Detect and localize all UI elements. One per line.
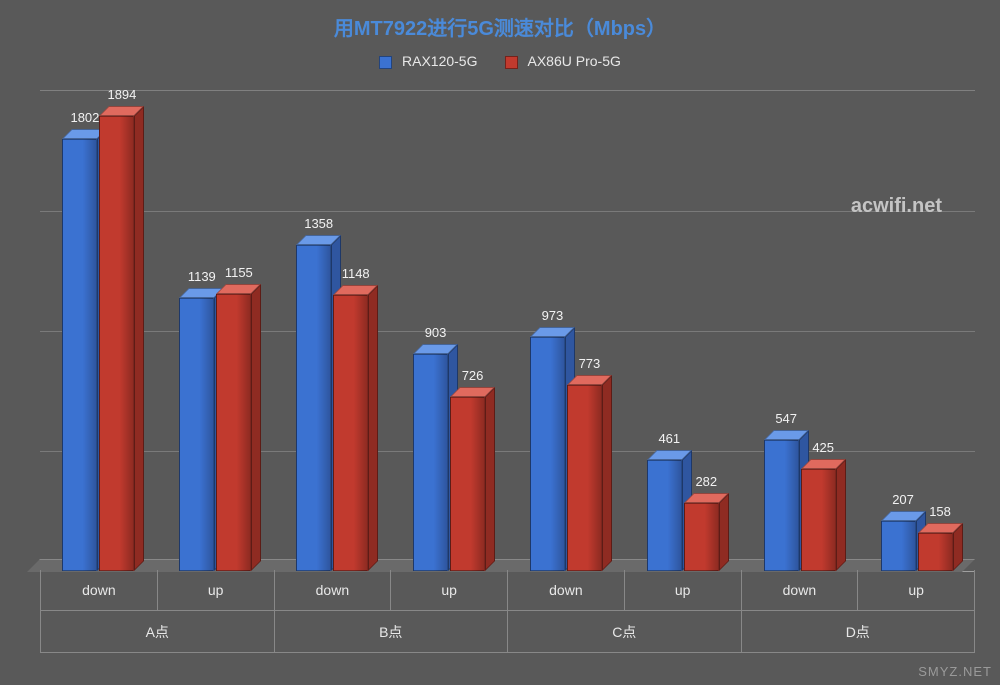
bar-RAX120-5G: [530, 337, 565, 571]
x-tick-label: down: [274, 570, 391, 610]
x-tick-label: down: [40, 570, 157, 610]
watermark: acwifi.net: [851, 195, 942, 218]
bar-value-label: 903: [413, 325, 458, 340]
x-tick-label: up: [390, 570, 507, 610]
bar-value-label: 726: [450, 368, 495, 383]
legend-swatch-2: [505, 56, 518, 69]
x-group-label: D点: [741, 611, 976, 653]
x-group-label: C点: [507, 611, 741, 653]
bar-AX86U-Pro-5G: [333, 295, 368, 571]
bar-value-label: 773: [567, 356, 612, 371]
bar-value-label: 1358: [296, 216, 341, 231]
x-tick-label: up: [624, 570, 741, 610]
x-group-label: A点: [40, 611, 274, 653]
bar-value-label: 282: [684, 474, 729, 489]
bar-value-label: 1894: [99, 87, 144, 102]
bar-value-label: 461: [647, 431, 692, 446]
x-tick-label: up: [857, 570, 975, 610]
plot-area: 1802189411391155135811489037269737734612…: [40, 90, 975, 572]
x-tick-label: up: [157, 570, 274, 610]
gridline: [40, 211, 975, 212]
bar-AX86U-Pro-5G: [801, 469, 836, 571]
x-axis: downupdownupdownupdownup A点B点C点D点: [40, 570, 975, 670]
legend-item-series-2: AX86U Pro-5G: [505, 53, 621, 69]
bar-value-label: 547: [764, 411, 809, 426]
x-tick-label: down: [741, 570, 858, 610]
bar-RAX120-5G: [179, 298, 214, 571]
bar-AX86U-Pro-5G: [99, 116, 134, 571]
bar-RAX120-5G: [62, 139, 97, 571]
bar-AX86U-Pro-5G: [684, 503, 719, 571]
x-tick-row: downupdownupdownupdownup: [40, 570, 975, 611]
legend-swatch-1: [379, 56, 392, 69]
bar-AX86U-Pro-5G: [918, 533, 953, 571]
bar-AX86U-Pro-5G: [567, 385, 602, 571]
legend-label-1: RAX120-5G: [402, 53, 477, 69]
bar-value-label: 1155: [216, 265, 261, 280]
bar-value-label: 158: [918, 504, 963, 519]
legend: RAX120-5G AX86U Pro-5G: [0, 53, 1000, 69]
bar-AX86U-Pro-5G: [216, 294, 251, 571]
legend-item-series-1: RAX120-5G: [379, 53, 477, 69]
x-group-label: B点: [274, 611, 508, 653]
x-group-row: A点B点C点D点: [40, 611, 975, 653]
bar-value-label: 1148: [333, 266, 378, 281]
bar-AX86U-Pro-5G: [450, 397, 485, 571]
bar-value-label: 425: [801, 440, 846, 455]
x-tick-label: down: [507, 570, 624, 610]
chart-title: 用MT7922进行5G测速对比（Mbps）: [0, 0, 1000, 41]
bar-value-label: 973: [530, 308, 575, 323]
chart-container: 用MT7922进行5G测速对比（Mbps） RAX120-5G AX86U Pr…: [0, 0, 1000, 685]
bar-RAX120-5G: [296, 245, 331, 571]
bar-RAX120-5G: [413, 354, 448, 571]
bar-RAX120-5G: [881, 521, 916, 571]
bar-RAX120-5G: [764, 440, 799, 571]
bar-RAX120-5G: [647, 460, 682, 571]
legend-label-2: AX86U Pro-5G: [528, 53, 621, 69]
